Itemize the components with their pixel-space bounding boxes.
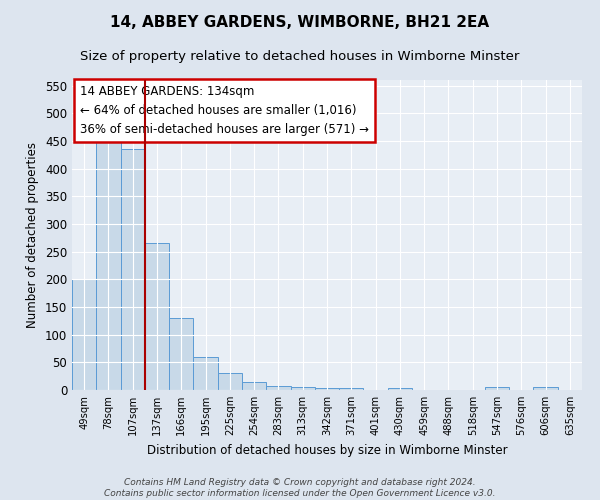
Y-axis label: Number of detached properties: Number of detached properties <box>26 142 40 328</box>
Bar <box>485 387 509 390</box>
Bar <box>72 280 96 390</box>
X-axis label: Distribution of detached houses by size in Wimborne Minster: Distribution of detached houses by size … <box>146 444 508 456</box>
Bar <box>533 387 558 390</box>
Bar <box>315 388 339 390</box>
Text: Size of property relative to detached houses in Wimborne Minster: Size of property relative to detached ho… <box>80 50 520 63</box>
Bar <box>193 357 218 390</box>
Bar <box>242 382 266 390</box>
Bar <box>145 244 169 390</box>
Bar <box>339 388 364 390</box>
Bar <box>266 386 290 390</box>
Bar <box>169 318 193 390</box>
Text: Contains HM Land Registry data © Crown copyright and database right 2024.
Contai: Contains HM Land Registry data © Crown c… <box>104 478 496 498</box>
Bar <box>121 149 145 390</box>
Text: 14 ABBEY GARDENS: 134sqm
← 64% of detached houses are smaller (1,016)
36% of sem: 14 ABBEY GARDENS: 134sqm ← 64% of detach… <box>80 84 368 136</box>
Bar <box>96 141 121 390</box>
Bar <box>290 387 315 390</box>
Bar <box>218 374 242 390</box>
Text: 14, ABBEY GARDENS, WIMBORNE, BH21 2EA: 14, ABBEY GARDENS, WIMBORNE, BH21 2EA <box>110 15 490 30</box>
Bar <box>388 388 412 390</box>
